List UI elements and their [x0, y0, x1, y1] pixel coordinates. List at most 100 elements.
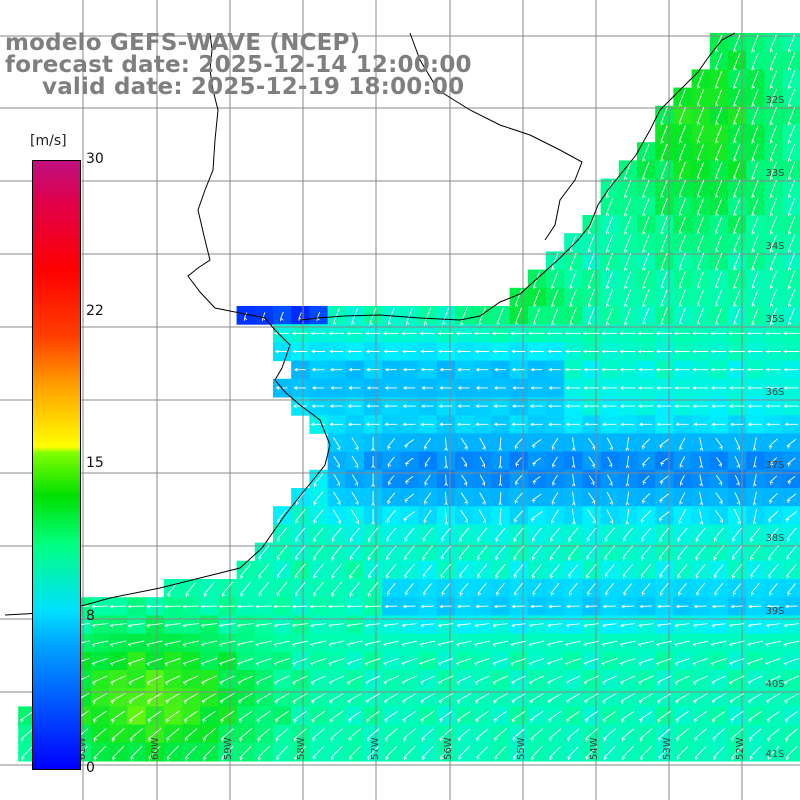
wind-arrow: [622, 527, 633, 543]
wind-arrow: [565, 349, 581, 354]
latitude-label: 38S: [765, 533, 784, 544]
wind-arrow: [769, 475, 778, 485]
wind-arrow: [711, 604, 726, 609]
wind-arrow: [582, 349, 600, 354]
wind-arrow: [492, 675, 508, 685]
wind-arrow: [163, 604, 181, 609]
wind-arrow: [146, 675, 163, 685]
wind-arrow: [110, 675, 126, 685]
wind-arrow: [461, 456, 468, 468]
wind-arrow: [458, 746, 470, 761]
wind-arrow: [512, 728, 525, 742]
wind-arrow: [420, 404, 434, 408]
wind-arrow: [751, 125, 759, 144]
wind-arrow: [642, 456, 650, 468]
wind-arrow: [765, 623, 781, 628]
wind-arrow: [328, 658, 345, 666]
colorbar-tick-30: 30: [86, 151, 104, 167]
wind-arrow: [583, 658, 599, 666]
wind-arrow: [128, 693, 144, 704]
wind-arrow: [619, 331, 636, 336]
wind-arrow: [528, 658, 545, 666]
wind-arrow: [529, 349, 544, 354]
wind-arrow: [605, 307, 614, 326]
wind-arrow: [473, 640, 490, 647]
wind-arrow: [712, 746, 725, 761]
wind-arrow: [371, 436, 375, 451]
wind-arrow: [694, 746, 707, 761]
wind-arrow: [514, 582, 524, 597]
wind-arrow: [673, 349, 691, 354]
wind-arrow: [371, 491, 375, 506]
wind-arrow: [404, 439, 415, 449]
longitude-label: 58W: [296, 737, 307, 760]
wind-arrow: [675, 604, 689, 609]
wind-arrow: [257, 728, 271, 742]
wind-arrow: [753, 456, 757, 468]
wind-arrow: [569, 307, 577, 326]
wind-arrow: [769, 271, 777, 290]
wind-arrow: [642, 161, 650, 180]
wind-arrow: [640, 563, 652, 579]
wind-arrow: [766, 422, 780, 427]
wind-arrow: [474, 349, 489, 354]
wind-arrow: [711, 675, 726, 685]
wind-arrow: [531, 527, 542, 543]
wind-arrow: [715, 52, 723, 71]
wind-arrow: [419, 675, 435, 685]
wind-arrow: [328, 331, 345, 336]
wind-arrow: [533, 307, 541, 326]
wind-arrow: [310, 675, 326, 685]
wind-arrow: [511, 367, 525, 372]
wind-arrow: [437, 640, 454, 647]
wind-arrow: [511, 604, 525, 609]
wind-arrow: [659, 582, 669, 597]
wind-arrow: [566, 728, 580, 742]
wind-arrow: [729, 367, 745, 372]
wind-arrow: [624, 289, 632, 308]
wind-arrow: [749, 746, 761, 761]
wind-arrow: [273, 657, 290, 666]
wind-arrow: [551, 271, 559, 290]
wind-arrow: [619, 658, 636, 666]
wind-arrow: [746, 367, 763, 372]
wind-arrow: [455, 640, 472, 647]
wind-arrow: [713, 545, 725, 561]
wind-arrow: [256, 710, 271, 723]
wind-arrow: [551, 509, 559, 524]
wind-arrow: [239, 745, 252, 761]
wind-arrow: [404, 493, 415, 504]
wind-arrow: [294, 545, 306, 561]
wind-arrow: [734, 456, 740, 469]
wind-arrow: [498, 508, 503, 525]
wind-arrow: [696, 70, 705, 89]
wind-arrow: [710, 349, 727, 354]
wind-arrow: [751, 161, 759, 180]
wind-arrow: [751, 89, 759, 108]
wind-arrow: [511, 710, 526, 723]
wind-arrow: [602, 422, 617, 427]
longitude-label: 56W: [443, 737, 454, 760]
wind-arrow: [711, 710, 726, 723]
wind-arrow: [459, 564, 469, 579]
wind-arrow: [456, 623, 471, 628]
wind-arrow: [769, 234, 777, 253]
wind-arrow: [384, 710, 398, 723]
wind-arrow: [715, 70, 723, 89]
wind-arrow: [696, 289, 705, 308]
wind-arrow: [294, 745, 307, 761]
wind-arrow: [638, 367, 654, 372]
wind-arrow: [327, 604, 345, 609]
wind-arrow: [571, 437, 576, 451]
wind-arrow: [678, 307, 686, 326]
wind-arrow: [751, 143, 759, 162]
wind-arrow: [678, 289, 686, 308]
wind-arrow: [419, 657, 436, 666]
wind-arrow: [514, 307, 523, 326]
wind-arrow: [533, 289, 541, 308]
wind-arrow: [769, 457, 778, 467]
wind-arrow: [586, 563, 597, 579]
wind-arrow: [495, 545, 506, 561]
wind-arrow: [474, 693, 490, 704]
wind-arrow: [422, 527, 433, 543]
